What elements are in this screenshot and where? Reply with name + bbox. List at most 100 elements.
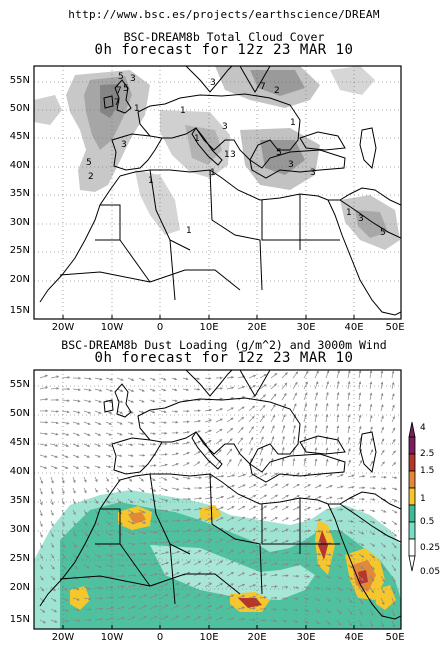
wind-arrow [391, 531, 397, 537]
colorbar-swatch [408, 487, 416, 506]
wind-arrow [149, 442, 157, 446]
wind-arrow [292, 495, 300, 500]
wind-arrow [116, 487, 121, 493]
wind-arrow [105, 520, 111, 526]
wind-arrow [215, 517, 224, 522]
contour-label: 3 [210, 78, 216, 88]
wind-arrow [226, 516, 235, 522]
wind-arrow [116, 388, 124, 392]
wind-arrow [270, 607, 278, 611]
wind-arrow [226, 376, 235, 379]
wind-arrow [369, 392, 373, 401]
wind-arrow [226, 583, 235, 588]
wind-arrow [325, 597, 331, 602]
wind-arrow [259, 483, 268, 489]
wind-arrow [237, 458, 242, 467]
wind-arrow [391, 520, 398, 525]
wind-arrow [127, 595, 136, 599]
wind-arrow [182, 529, 192, 533]
wind-arrow [50, 432, 59, 436]
wind-arrow [127, 377, 135, 381]
wind-arrow [292, 619, 299, 623]
wind-arrow [39, 564, 43, 570]
wind-arrow [127, 454, 134, 457]
wind-arrow [237, 473, 246, 478]
wind-arrow [61, 432, 70, 436]
wind-arrow [72, 443, 80, 447]
wind-arrow [314, 619, 320, 625]
wind-arrow [369, 403, 373, 412]
colorbar-bottom-arrow [408, 555, 416, 572]
wind-arrow [149, 377, 156, 381]
wind-arrow [380, 542, 386, 548]
wind-arrow [391, 542, 397, 549]
wind-arrow [171, 604, 180, 610]
wind-arrow [50, 375, 60, 379]
wind-arrow [380, 449, 385, 456]
wind-arrow [72, 597, 80, 601]
wind-arrow [369, 437, 373, 445]
wind-arrow [72, 454, 80, 458]
wind-arrow [248, 374, 257, 379]
wind-arrow [358, 459, 363, 467]
wind-arrow [380, 597, 385, 606]
wind-arrow [347, 380, 351, 390]
wind-arrow [226, 560, 235, 566]
lon-label: 20E [247, 322, 267, 333]
wind-arrow [369, 509, 376, 513]
wind-arrow [259, 516, 267, 522]
wind-arrow [237, 447, 243, 456]
wind-arrow [314, 402, 318, 412]
wind-arrow [347, 597, 353, 604]
wind-arrow [160, 421, 168, 424]
wind-arrow [325, 586, 332, 591]
wind-arrow [116, 616, 125, 621]
lon-label: 50E [385, 322, 405, 333]
wind-arrow [248, 494, 257, 500]
wind-arrow [127, 388, 135, 392]
wind-arrow [336, 619, 341, 626]
wind-arrow [127, 443, 134, 447]
wind-arrow [116, 421, 123, 425]
wind-arrow [39, 374, 48, 379]
wind-arrow [193, 539, 202, 544]
wind-arrow [292, 608, 299, 612]
wind-arrow [358, 381, 362, 390]
cloud-cover-map [34, 66, 401, 319]
wind-arrow [149, 498, 157, 503]
wind-arrow [50, 564, 55, 570]
wind-arrow [83, 608, 92, 611]
cloud-map-ticks [62, 315, 355, 319]
wind-arrow [149, 551, 159, 555]
contour-label: 5 [86, 158, 92, 168]
wind-arrow [369, 586, 374, 594]
wind-arrow [314, 608, 320, 613]
wind-arrow [380, 487, 387, 490]
wind-arrow [248, 584, 257, 588]
wind-arrow [149, 562, 159, 566]
wind-arrow [358, 553, 365, 558]
wind-arrow [160, 593, 169, 599]
wind-arrow [105, 509, 111, 515]
wind-arrow [72, 520, 76, 526]
lat-label: 35N [9, 188, 30, 199]
wind-arrow [215, 506, 224, 511]
wind-arrow [72, 399, 81, 403]
wind-arrow [347, 564, 354, 569]
wind-arrow [149, 410, 156, 414]
wind-arrow [61, 476, 65, 484]
wind-arrow [347, 553, 354, 557]
wind-arrow [380, 415, 384, 423]
wind-arrow [237, 385, 246, 390]
wind-arrow [248, 473, 257, 478]
wind-arrow [226, 571, 235, 577]
wind-arrow [226, 386, 235, 390]
wind-arrow [138, 615, 147, 621]
wind-arrow [182, 377, 189, 381]
wind-arrow [259, 472, 268, 478]
wind-arrow [380, 575, 385, 583]
wind-arrow [138, 509, 146, 514]
wind-arrow [105, 443, 112, 447]
wind-arrow [182, 476, 191, 480]
wind-arrow [259, 596, 267, 599]
